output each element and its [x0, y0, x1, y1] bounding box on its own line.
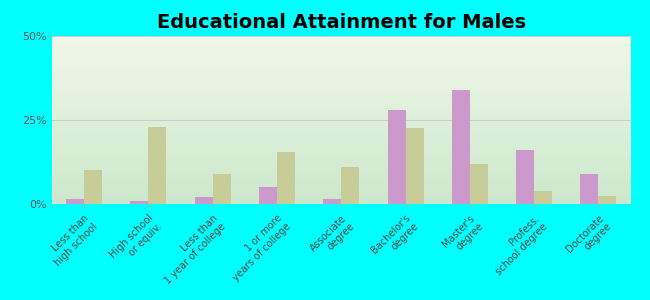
Bar — [131, 201, 148, 204]
Bar — [341, 167, 359, 204]
Bar — [195, 197, 213, 204]
Bar — [277, 152, 295, 204]
Bar — [580, 174, 599, 204]
Bar — [452, 90, 470, 204]
Bar — [534, 190, 552, 204]
Bar — [599, 196, 616, 204]
Bar — [148, 127, 166, 204]
Bar — [84, 170, 102, 204]
Bar — [259, 187, 277, 204]
Bar — [406, 128, 424, 204]
Bar — [470, 164, 488, 204]
Title: Educational Attainment for Males: Educational Attainment for Males — [157, 13, 526, 32]
Bar — [213, 174, 231, 204]
Bar — [387, 110, 406, 204]
Bar — [66, 199, 84, 204]
Bar — [516, 150, 534, 204]
Bar — [323, 199, 341, 204]
